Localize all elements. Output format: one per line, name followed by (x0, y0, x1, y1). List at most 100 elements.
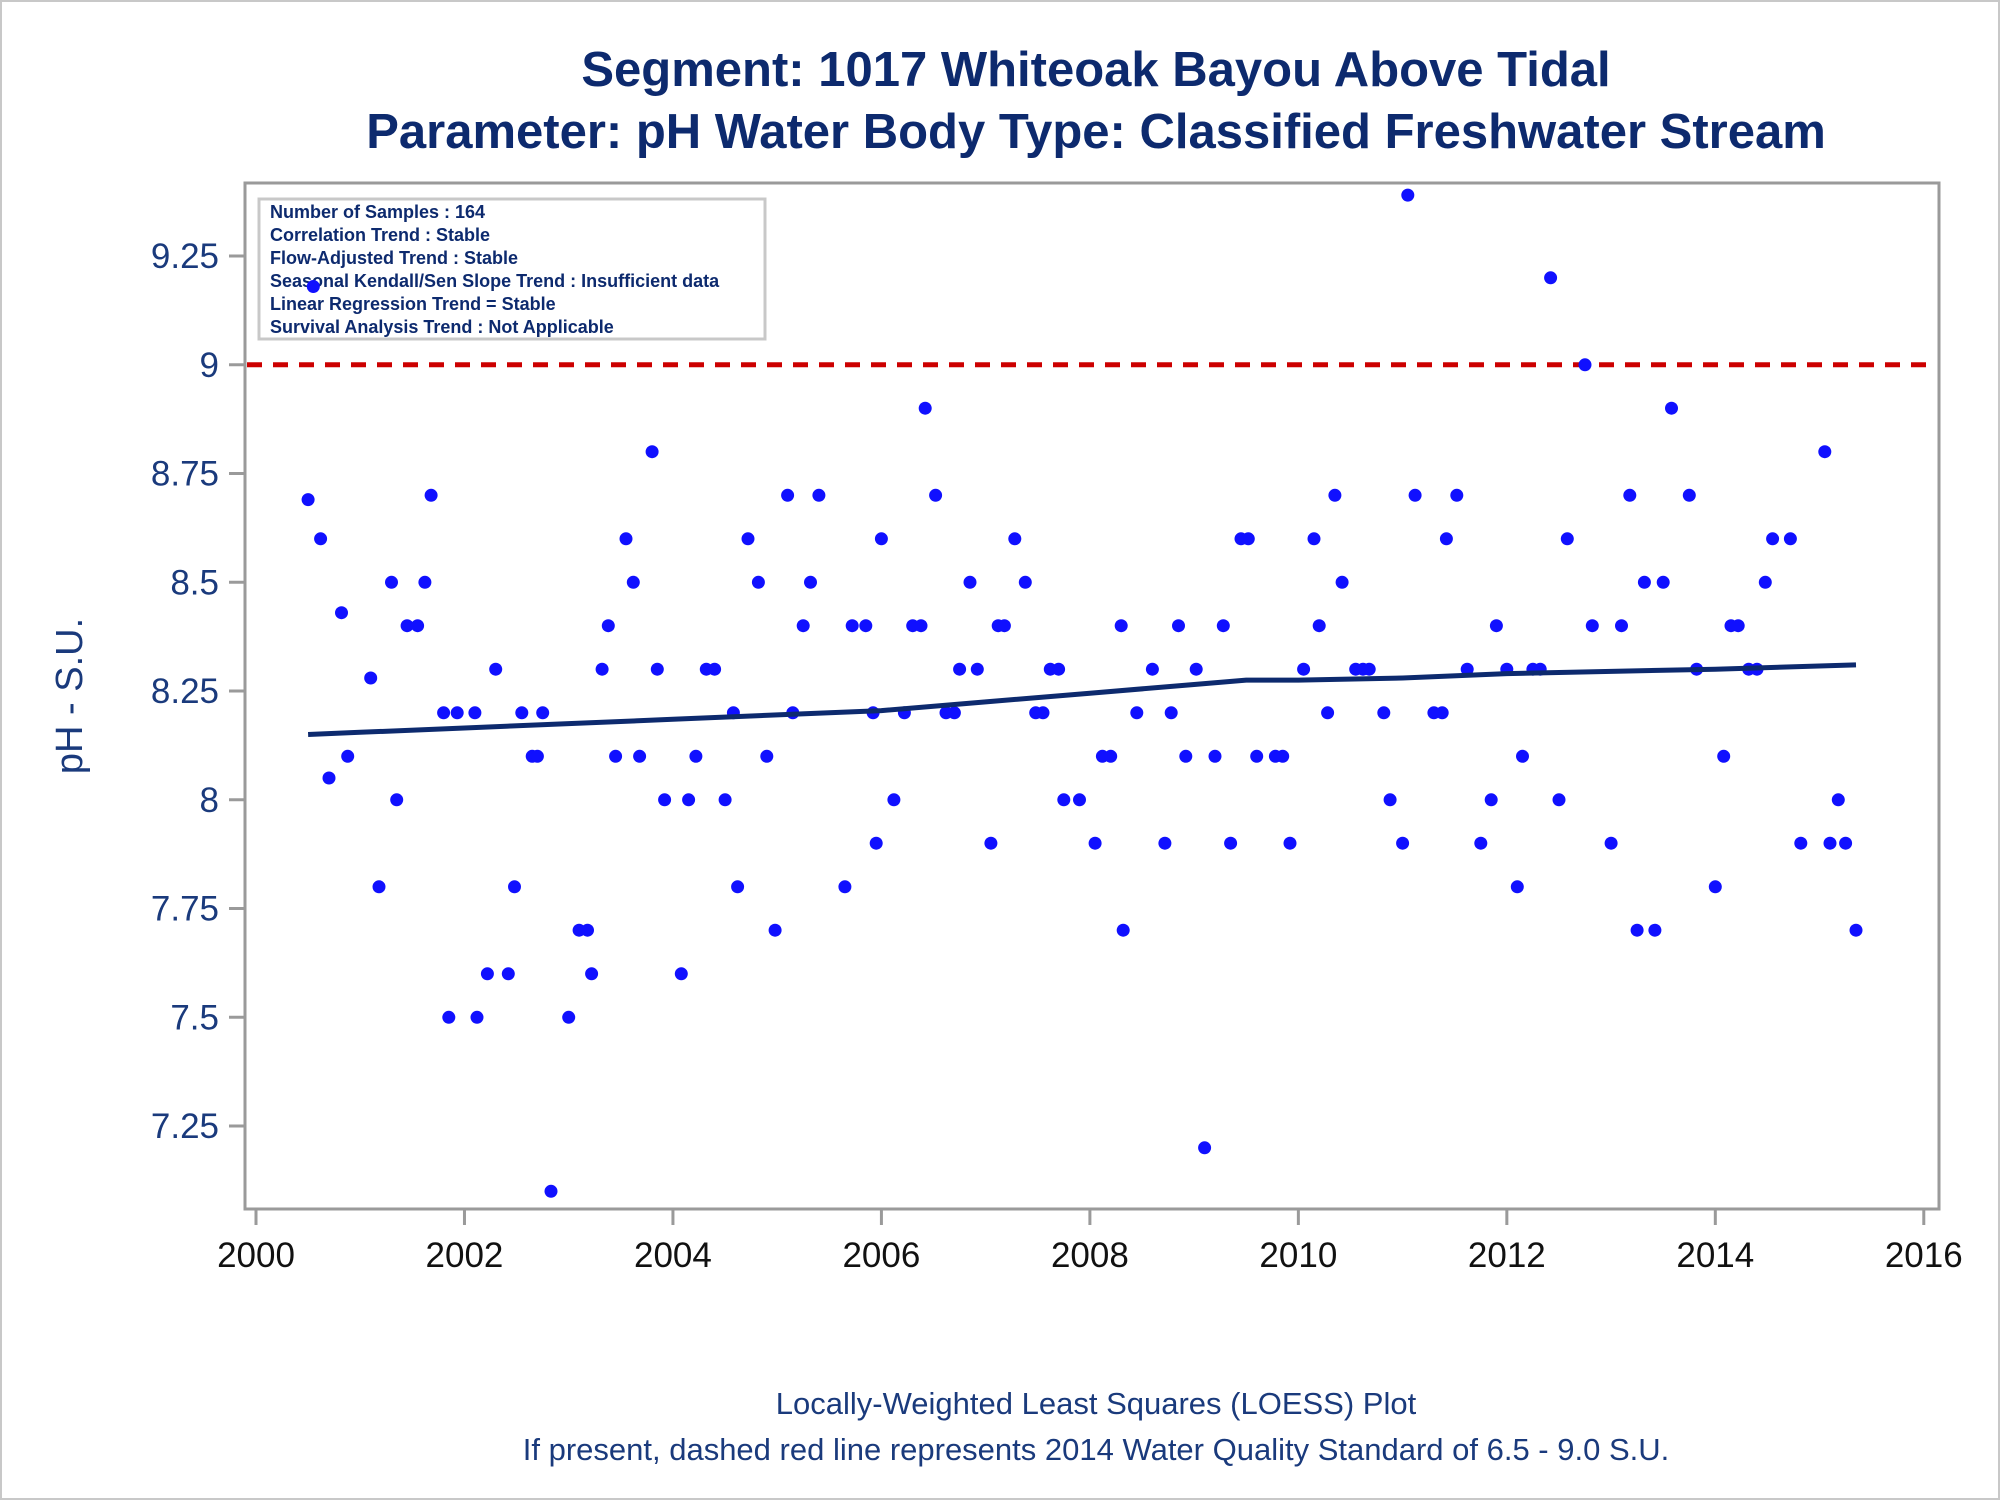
data-point (1831, 793, 1845, 807)
data-point (1328, 488, 1342, 502)
data-point (1057, 793, 1071, 807)
data-point (1758, 575, 1772, 589)
y-tick-label: 8.25 (151, 672, 219, 711)
data-point (918, 401, 932, 415)
data-point (530, 749, 544, 763)
y-tick-label: 8 (200, 781, 219, 820)
data-point (480, 967, 494, 981)
data-point (489, 662, 503, 676)
data-point (869, 836, 883, 850)
data-point (595, 662, 609, 676)
data-point (1435, 706, 1449, 720)
data-point (731, 880, 745, 894)
data-point (674, 967, 688, 981)
info-line-flow-adjusted: Flow-Adjusted Trend : Stable (270, 248, 518, 268)
data-point (1623, 488, 1637, 502)
info-line-samples: Number of Samples : 164 (270, 202, 485, 222)
data-point (658, 793, 672, 807)
data-point (1018, 575, 1032, 589)
x-tick-label: 2006 (842, 1236, 920, 1275)
data-point (390, 793, 404, 807)
data-point (1073, 793, 1086, 807)
x-tick-label: 2008 (1051, 1236, 1129, 1275)
data-point (929, 488, 943, 502)
y-tick-label: 8.5 (170, 563, 219, 602)
data-point (1578, 358, 1592, 372)
data-point (796, 619, 810, 633)
data-point (718, 793, 732, 807)
data-point (1794, 836, 1808, 850)
data-point (1116, 923, 1130, 937)
data-point (322, 771, 336, 785)
data-point (1145, 662, 1159, 676)
y-tick-label: 7.5 (170, 998, 219, 1037)
data-point (1516, 749, 1529, 763)
chart-subtitle: Parameter: pH Water Body Type: Classifie… (366, 105, 1826, 159)
data-point (1484, 793, 1498, 807)
data-point (335, 606, 348, 620)
data-point (1396, 836, 1410, 850)
data-point (1297, 662, 1311, 676)
data-point (1321, 706, 1335, 720)
data-point (1401, 188, 1415, 202)
data-point (1637, 575, 1651, 589)
y-axis-label: pH - S.U. (49, 618, 91, 774)
x-axis: 2000 2002 2004 2006 2008 2010 2012 2014 2016 (217, 1209, 1963, 1275)
data-point (1283, 836, 1297, 850)
footnote-loess: Locally-Weighted Least Squares (LOESS) P… (776, 1386, 1417, 1421)
data-point (1839, 836, 1853, 850)
data-point (1439, 532, 1453, 546)
data-point (1362, 662, 1376, 676)
x-tick-label: 2016 (1885, 1236, 1963, 1275)
x-tick-label: 2014 (1676, 1236, 1754, 1275)
data-point (812, 488, 826, 502)
data-point (1052, 662, 1066, 676)
x-tick-label: 2000 (217, 1236, 295, 1275)
data-point (364, 671, 378, 685)
info-line-survival: Survival Analysis Trend : Not Applicable (270, 317, 614, 337)
y-tick-label: 7.75 (151, 890, 219, 929)
y-tick-label: 9.25 (151, 237, 219, 276)
data-point (1276, 749, 1290, 763)
data-point (1682, 488, 1696, 502)
x-tick-label: 2010 (1259, 1236, 1337, 1275)
data-point (515, 706, 529, 720)
data-point (947, 706, 961, 720)
info-box-border (257, 197, 767, 341)
data-point (1216, 619, 1230, 633)
data-point (741, 532, 755, 546)
data-point (501, 967, 515, 981)
data-point (1088, 836, 1102, 850)
data-point (645, 445, 659, 459)
data-point (984, 836, 998, 850)
data-point (887, 793, 901, 807)
data-point (470, 1010, 484, 1024)
x-tick-label: 2004 (634, 1236, 712, 1275)
loess-line (307, 662, 1857, 737)
data-point (1560, 532, 1574, 546)
data-point (1179, 749, 1193, 763)
data-point (689, 749, 703, 763)
x-tick-label: 2012 (1468, 1236, 1546, 1275)
data-point (1665, 401, 1678, 415)
data-point (1008, 532, 1022, 546)
x-tick-label: 2002 (426, 1236, 504, 1275)
data-point (1307, 532, 1321, 546)
data-point (468, 706, 482, 720)
data-point (845, 619, 859, 633)
data-point (1818, 445, 1832, 459)
data-point (619, 532, 633, 546)
data-point (1731, 619, 1745, 633)
info-line-seasonal-kendall: Seasonal Kendall/Sen Slope Trend : Insuf… (270, 271, 720, 291)
data-point (1717, 749, 1731, 763)
data-point (1130, 706, 1144, 720)
data-point (781, 488, 795, 502)
data-point (585, 967, 599, 981)
data-points (301, 188, 1863, 1198)
data-point (1552, 793, 1566, 807)
data-point (751, 575, 765, 589)
data-point (1189, 662, 1203, 676)
plot-area (243, 181, 1941, 1211)
data-point (1198, 1141, 1212, 1155)
